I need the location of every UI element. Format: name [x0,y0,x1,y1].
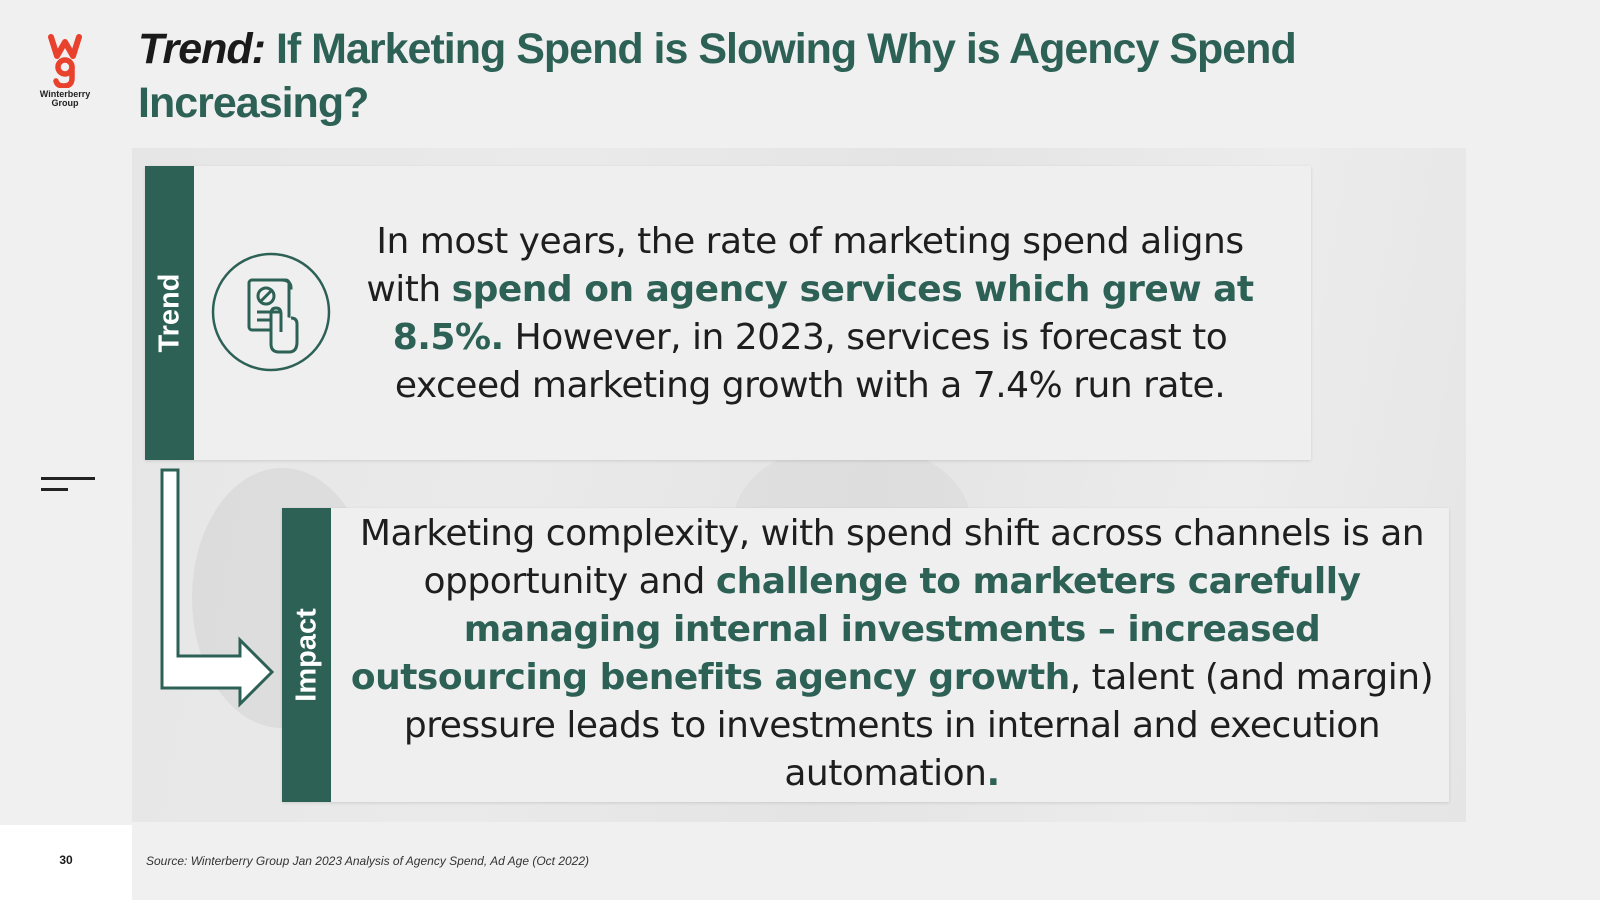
trend-card: Trend In most years, the rate of marketi… [145,166,1311,460]
company-logo: Winterberry Group [34,34,96,110]
trend-text-part2: However, in 2023, services is forecast t… [394,317,1228,406]
impact-tab: Impact [282,508,331,802]
trend-text: In most years, the rate of marketing spe… [345,218,1275,410]
title-prefix: Trend: [138,25,266,73]
trend-text-highlight: spend on agency services which grew at 8… [392,269,1254,358]
document-hand-icon [211,252,331,372]
connector-arrow-icon [160,468,275,708]
logo-text: Winterberry Group [39,89,91,108]
impact-text: Marketing complexity, with spend shift a… [340,510,1444,798]
wg-logo-icon [48,34,82,88]
impact-card: Impact Marketing complexity, with spend … [282,508,1449,802]
page-title: Trend: If Marketing Spend is Slowing Why… [138,22,1338,130]
decorative-line [41,477,95,480]
decorative-line [41,488,68,491]
impact-text-highlight: challenge to marketers carefully managin… [350,561,1361,698]
impact-text-part1: Marketing complexity, with spend shift a… [359,513,1425,602]
impact-tab-label: Impact [290,608,322,702]
title-main: If Marketing Spend is Slowing Why is Age… [138,25,1297,127]
trend-text-part1: In most years, the rate of marketing spe… [366,221,1244,310]
page-number-box: 30 [0,825,132,900]
impact-text-part2: , talent (and margin) pressure leads to … [403,657,1434,794]
source-note: Source: Winterberry Group Jan 2023 Analy… [146,854,590,868]
trend-tab: Trend [145,166,194,460]
decorative-lines [41,477,95,493]
page-number: 30 [59,853,73,867]
trend-tab-label: Trend [153,273,185,353]
impact-text-end: . [986,753,1000,794]
